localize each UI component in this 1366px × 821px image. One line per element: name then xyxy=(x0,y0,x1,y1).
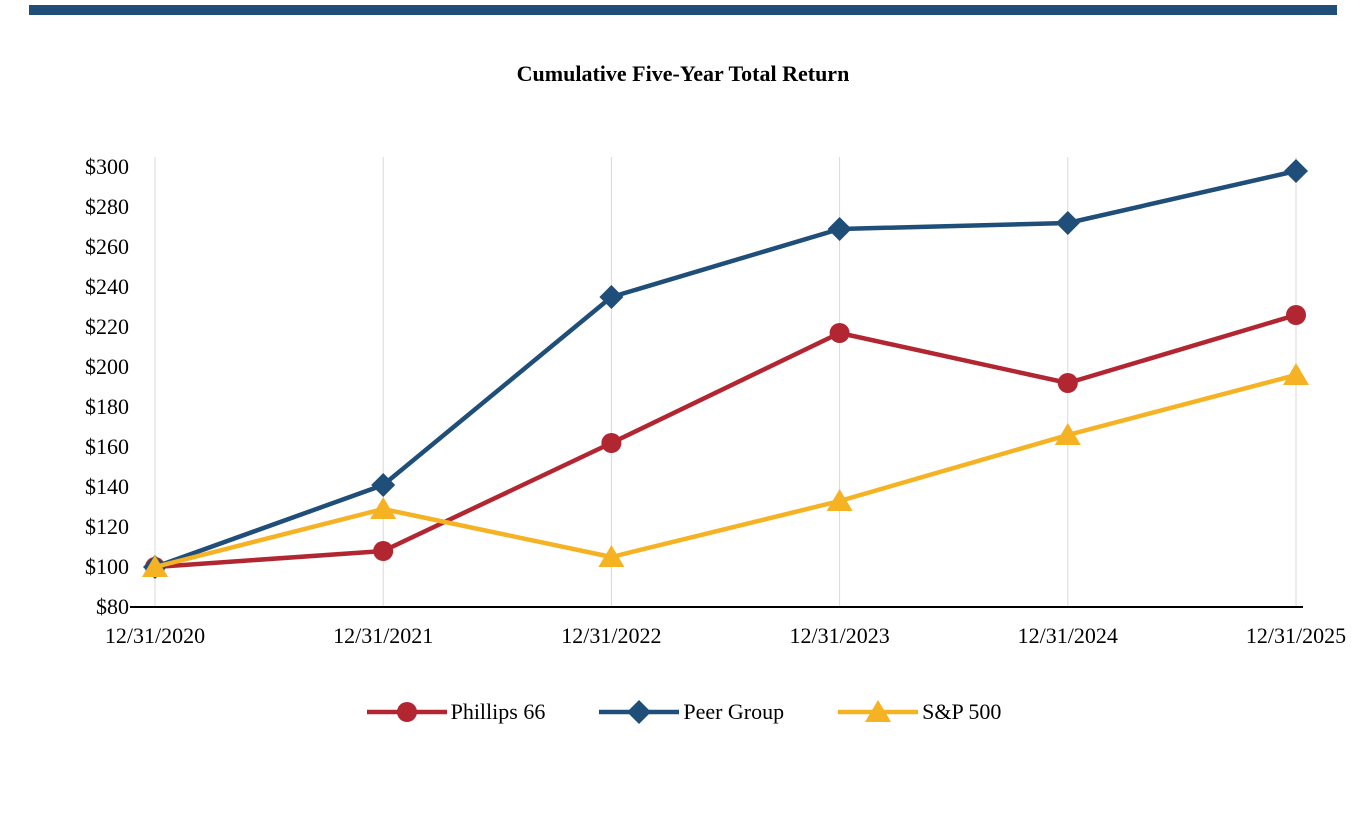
chart-title: Cumulative Five-Year Total Return xyxy=(516,61,850,86)
triangle-legend-marker-icon xyxy=(838,700,919,722)
y-tick-label: $260 xyxy=(85,234,129,259)
triangle-marker-icon xyxy=(826,489,853,511)
x-tick-label: 12/31/2025 xyxy=(1246,623,1346,648)
circle-marker-icon xyxy=(396,702,417,722)
series-line xyxy=(152,372,1299,570)
circle-marker-icon xyxy=(1057,373,1078,393)
y-tick-label: $240 xyxy=(85,274,129,299)
chart-legend: Phillips 66 Peer Group S&P 500 xyxy=(0,698,1366,726)
legend-item-s-p-500: S&P 500 xyxy=(836,698,1001,726)
y-tick-label: $120 xyxy=(85,514,129,539)
circle-legend-marker-icon xyxy=(366,702,447,722)
triangle-marker-icon xyxy=(142,555,168,577)
triangle-marker-icon xyxy=(1054,423,1081,445)
top-divider-bar xyxy=(29,5,1337,15)
circle-marker-icon xyxy=(373,541,394,561)
legend-label: S&P 500 xyxy=(922,699,1002,724)
page: Cumulative Five-Year Total Return 12/31/… xyxy=(0,5,1366,726)
y-tick-label: $140 xyxy=(85,474,129,499)
diamond-marker-icon xyxy=(371,473,396,497)
diamond-marker-icon xyxy=(599,285,624,309)
circle-marker-icon xyxy=(601,433,622,453)
x-tick-label: 12/31/2024 xyxy=(1018,623,1118,648)
line-chart: 12/31/2020 12/31/2021 12/31/2022 12/31/2023… xyxy=(85,154,1346,648)
series-line xyxy=(152,312,1299,570)
y-tick-label: $220 xyxy=(85,314,129,339)
diamond-marker-icon xyxy=(627,700,652,724)
y-tick-label: $280 xyxy=(85,194,129,219)
y-tick-label: $200 xyxy=(85,354,129,379)
x-tick-label: 12/31/2022 xyxy=(561,623,661,648)
triangle-marker-icon xyxy=(598,545,625,567)
circle-marker-icon xyxy=(1286,305,1306,325)
diamond-marker-icon xyxy=(1284,159,1308,183)
diamond-marker-icon xyxy=(827,217,852,241)
legend-label: Peer Group xyxy=(683,699,785,724)
y-tick-label: $180 xyxy=(85,394,129,419)
chart-area: 12/31/2020 12/31/2021 12/31/2022 12/31/2023… xyxy=(0,127,1366,672)
legend-label: Phillips 66 xyxy=(450,699,546,724)
series-line xyxy=(152,168,1299,570)
x-tick-label: 12/31/2021 xyxy=(333,623,433,648)
x-tick-label: 12/31/2023 xyxy=(789,623,889,648)
y-tick-label: $80 xyxy=(96,594,129,619)
diamond-legend-marker-icon xyxy=(599,700,680,724)
legend-item-phillips-66: Phillips 66 xyxy=(365,698,546,726)
circle-marker-icon xyxy=(829,323,850,343)
y-tick-label: $300 xyxy=(85,154,129,179)
y-tick-label: $160 xyxy=(85,434,129,459)
legend-item-peer-group: Peer Group xyxy=(597,698,784,726)
triangle-marker-icon xyxy=(370,497,397,519)
triangle-marker-icon xyxy=(865,700,892,722)
diamond-marker-icon xyxy=(1055,211,1080,235)
triangle-marker-icon xyxy=(1283,363,1309,385)
y-tick-label: $100 xyxy=(85,554,129,579)
x-tick-label: 12/31/2020 xyxy=(105,623,205,648)
